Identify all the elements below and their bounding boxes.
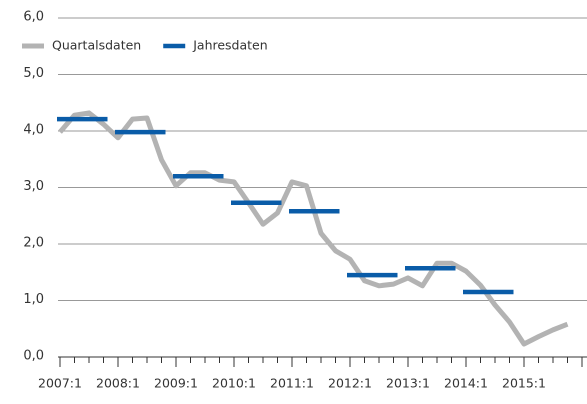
legend-label: Quartalsdaten (52, 38, 141, 53)
y-tick-label: 1,0 (23, 292, 44, 307)
y-tick-label: 3,0 (23, 179, 44, 194)
x-tick-label: 2010:1 (212, 376, 256, 391)
x-tick-label: 2012:1 (328, 376, 372, 391)
x-tick-label: 2011:1 (270, 376, 314, 391)
x-tick-label: 2013:1 (386, 376, 430, 391)
x-tick-label: 2007:1 (38, 376, 82, 391)
y-tick-label: 0,0 (23, 349, 44, 364)
legend-label: Jahresdaten (192, 38, 267, 53)
y-tick-label: 4,0 (23, 123, 44, 138)
x-tick-label: 2015:1 (502, 376, 546, 391)
line-series (58, 110, 569, 347)
y-tick-label: 5,0 (23, 66, 44, 81)
x-tick-label: 2014:1 (444, 376, 488, 391)
y-tick-label: 2,0 (23, 236, 44, 251)
x-tick-label: 2009:1 (154, 376, 198, 391)
y-tick-label: 6,0 (23, 10, 44, 25)
x-tick-label: 2008:1 (96, 376, 140, 391)
